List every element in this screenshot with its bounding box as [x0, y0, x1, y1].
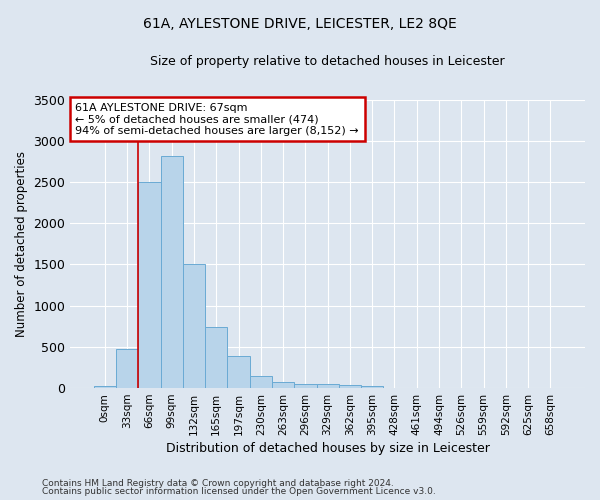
Bar [227, 356, 250, 388]
Bar [339, 385, 361, 388]
Text: 61A, AYLESTONE DRIVE, LEICESTER, LE2 8QE: 61A, AYLESTONE DRIVE, LEICESTER, LE2 8QE [143, 18, 457, 32]
Bar [94, 386, 116, 388]
Bar [116, 350, 138, 388]
Bar [205, 327, 227, 388]
Bar [272, 382, 294, 388]
Y-axis label: Number of detached properties: Number of detached properties [15, 151, 28, 337]
Bar [317, 384, 339, 388]
Bar [361, 386, 383, 388]
Bar [161, 156, 183, 388]
Bar [250, 376, 272, 388]
Bar [294, 384, 317, 388]
Bar [138, 182, 161, 388]
Text: Contains public sector information licensed under the Open Government Licence v3: Contains public sector information licen… [42, 487, 436, 496]
Bar [183, 264, 205, 388]
Title: Size of property relative to detached houses in Leicester: Size of property relative to detached ho… [151, 55, 505, 68]
Text: 61A AYLESTONE DRIVE: 67sqm
← 5% of detached houses are smaller (474)
94% of semi: 61A AYLESTONE DRIVE: 67sqm ← 5% of detac… [76, 102, 359, 136]
X-axis label: Distribution of detached houses by size in Leicester: Distribution of detached houses by size … [166, 442, 490, 455]
Text: Contains HM Land Registry data © Crown copyright and database right 2024.: Contains HM Land Registry data © Crown c… [42, 478, 394, 488]
